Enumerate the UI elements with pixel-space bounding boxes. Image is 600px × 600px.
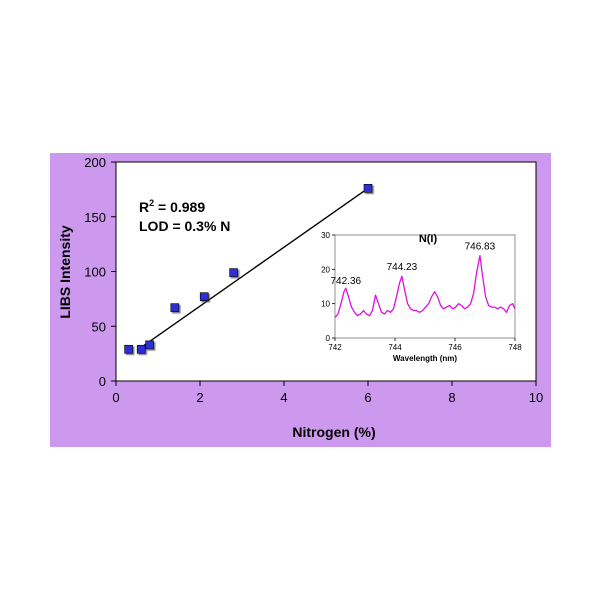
data-point (170, 303, 180, 312)
inset-peak-label: 746.83 (465, 242, 496, 253)
inset-plot-area (334, 234, 516, 339)
inset-spectrum-line (334, 254, 516, 318)
y-tick-label: 100 (84, 265, 106, 280)
x-axis-label: Nitrogen (%) (292, 424, 375, 440)
inset-y-tick-label: 20 (321, 265, 330, 274)
x-tick-label: 8 (448, 390, 455, 405)
inset-x-tick-label: 742 (328, 343, 342, 352)
r2-label: R (139, 199, 149, 215)
data-point (145, 340, 154, 350)
r2-value: = 0.989 (154, 199, 205, 215)
y-tick-label: 150 (84, 210, 106, 225)
y-tick-label: 200 (84, 155, 106, 170)
inset-x-tick-label: 744 (388, 343, 402, 352)
y-tick-label: 0 (99, 374, 106, 389)
y-tick-label: 50 (92, 319, 106, 334)
x-tick-label: 4 (280, 390, 287, 405)
fit-line (136, 187, 369, 351)
inset-chart: 742 744 746 748 0 10 20 30 742.36 744.23 746.83 N(I… (321, 231, 522, 363)
inset-peak-label: 742.36 (331, 276, 362, 287)
inset-y-tick-label: 10 (321, 300, 330, 309)
inset-x-axis-label: Wavelength (nm) (393, 354, 457, 363)
inset-x-tick-label: 748 (508, 343, 522, 352)
lod-annotation: LOD = 0.3% N (139, 218, 230, 234)
data-point (229, 268, 238, 277)
data-points (124, 183, 373, 354)
inset-x-tick-label: 746 (448, 343, 462, 352)
r2-annotation: R2 = 0.989 (139, 198, 205, 215)
x-tick-label: 0 (112, 390, 119, 405)
data-point (363, 183, 373, 193)
x-tick-label: 10 (529, 390, 543, 405)
x-tick-label: 6 (364, 390, 371, 405)
data-point (199, 292, 209, 301)
x-tick-label: 2 (196, 390, 203, 405)
inset-y-tick-label: 30 (321, 231, 330, 240)
chart-panel: 0 2 4 6 8 10 0 50 100 150 200 R2 = 0.989 LOD = 0.3… (50, 153, 551, 447)
inset-title: N(I) (419, 233, 438, 245)
inset-y-tick-label: 0 (326, 334, 331, 343)
inset-peak-label: 744.23 (387, 262, 418, 273)
y-axis-label: LIBS Intensity (57, 225, 73, 319)
r2-superscript: 2 (149, 198, 154, 208)
data-point (136, 344, 146, 354)
data-point (124, 344, 133, 354)
fit-line-group (136, 187, 369, 351)
